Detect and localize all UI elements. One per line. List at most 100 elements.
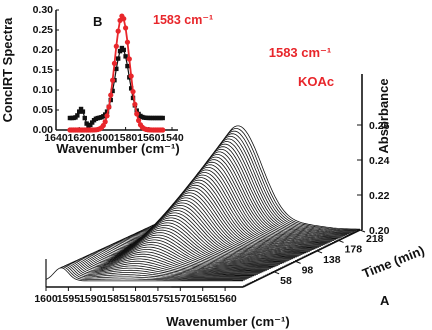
inset-point-circle — [121, 16, 127, 22]
y-tick-label-a: 0.24 — [369, 155, 390, 167]
inset-point-circle — [123, 25, 129, 31]
inset-point-square — [121, 47, 126, 53]
spectrum-line — [86, 229, 284, 264]
annotation-species: KOAc — [298, 74, 334, 89]
panel-label-a: A — [380, 293, 390, 308]
waterfall-spectra — [45, 125, 360, 288]
spectrum-line — [77, 241, 275, 268]
spectrum-line — [68, 253, 266, 272]
y-tick-label-a: 0.20 — [369, 225, 390, 237]
x-tick-label-a: 1590 — [79, 293, 103, 305]
time-tick-label: 178 — [345, 243, 363, 255]
inset-y-tick-label: 0.25 — [33, 24, 54, 36]
time-tick-mark — [295, 260, 301, 264]
time-tick-label: 138 — [323, 254, 341, 266]
time-tick-mark — [273, 271, 280, 275]
spectrum-line — [47, 266, 245, 281]
x-tick-label-a: 1570 — [169, 293, 193, 305]
inset-point-circle — [132, 101, 138, 107]
inset-point-circle — [111, 60, 118, 66]
time-tick-label: 98 — [302, 264, 314, 276]
spectrum-line — [71, 249, 269, 270]
inset-x-ticks: 1640 1620 1600 1580 1560 1540 — [44, 127, 184, 144]
spectrum-line — [81, 237, 279, 266]
spectrum-line — [69, 251, 268, 271]
spectrum-line — [88, 227, 286, 263]
spectrum-line — [53, 263, 251, 278]
inset-y-axis-label: ConcIRT Spectra — [0, 17, 15, 123]
inset-point-circle — [108, 92, 114, 98]
inset-point-square — [78, 106, 84, 112]
inset-x-tick-label: 1560 — [137, 132, 161, 144]
inset-point-square — [88, 122, 93, 128]
inset-series — [67, 13, 166, 133]
inset-x-axis-label: Wavenumber (cm⁻¹) — [56, 141, 179, 156]
spectrum-line — [73, 246, 271, 269]
spectrum-line — [49, 265, 247, 280]
spectrum-line — [66, 256, 264, 273]
inset-point-circle — [135, 117, 142, 124]
time-tick-label: 218 — [366, 233, 384, 245]
x-tick-label-a: 1580 — [124, 293, 148, 305]
spectrum-line — [92, 222, 290, 261]
spectrum-line — [90, 224, 288, 262]
spectrum-line — [75, 244, 273, 269]
floor-axes — [45, 74, 363, 288]
inset-point-circle — [126, 56, 132, 62]
absorbance-axis-ticks: 0.20 0.22 0.24 0.26 — [357, 120, 390, 237]
x-axis-ticks-a: 1600 1595 1590 1585 1580 1575 1570 1565 1560 — [34, 287, 237, 305]
inset-x-tick-label: 1580 — [114, 132, 138, 144]
time-axis-label: Time (min) — [360, 243, 426, 281]
inset-y-tick-label: 0.10 — [33, 84, 54, 96]
inset-point-circle — [102, 119, 108, 125]
inset-y-tick-label: 0.05 — [33, 104, 54, 116]
inset-point-square — [115, 56, 121, 61]
inset-point-square — [114, 66, 119, 72]
inset-y-ticks: 0.00 0.05 0.10 0.15 0.20 0.25 0.30 — [33, 4, 59, 136]
x-tick-label-a: 1595 — [57, 293, 81, 305]
panel-a: 1600 1595 1590 1585 1580 1575 1570 1565 1560 58 9… — [34, 45, 426, 329]
inset-point-square — [110, 88, 115, 94]
inset-point-circle — [128, 73, 134, 79]
inset-point-circle — [110, 77, 116, 83]
time-tick-label: 58 — [280, 275, 292, 287]
x-tick-label-a: 1560 — [213, 293, 237, 305]
panel-label-b: B — [93, 14, 102, 29]
inset-point-circle — [124, 39, 131, 45]
inset-point-circle — [113, 43, 119, 49]
inset-point-square — [123, 54, 128, 59]
panel-b-inset: 0.00 0.05 0.10 0.15 0.20 0.25 0.30 1640 1620 160… — [0, 4, 213, 156]
inset-point-square — [89, 120, 95, 125]
y-tick-label-a: 0.22 — [369, 190, 390, 202]
spectrum-line — [62, 259, 260, 274]
inset-point-circle — [115, 28, 121, 34]
inset-point-square — [117, 48, 123, 54]
x-tick-label-a: 1585 — [101, 293, 125, 305]
spectrum-line — [60, 260, 258, 275]
inset-point-square — [77, 109, 82, 114]
inset-y-tick-label: 0.30 — [33, 4, 54, 16]
spectrum-line — [51, 264, 249, 279]
spectrum-line — [82, 234, 281, 265]
inset-y-tick-label: 0.20 — [33, 44, 54, 56]
inset-point-circle — [106, 104, 112, 110]
spectrum-fill — [46, 267, 243, 287]
inset-point-square — [75, 113, 80, 118]
spectrum-line — [64, 258, 262, 274]
inset-x-tick-label: 1600 — [91, 132, 115, 144]
inset-point-square — [128, 86, 134, 91]
spectrum-line — [56, 262, 255, 277]
spectrum-line — [84, 232, 282, 264]
time-tick-mark — [338, 239, 344, 243]
inset-x-tick-label: 1540 — [160, 132, 184, 144]
inset-y-tick-label: 0.00 — [33, 124, 54, 136]
inset-point-circle — [130, 89, 136, 95]
inset-x-tick-label: 1620 — [68, 132, 92, 144]
inset-point-square — [130, 95, 136, 101]
inset-point-square — [125, 63, 130, 69]
annotation-wavenumber-a: 1583 cm⁻¹ — [269, 45, 332, 60]
time-axis-line — [242, 229, 361, 288]
inset-point-square — [80, 109, 86, 114]
